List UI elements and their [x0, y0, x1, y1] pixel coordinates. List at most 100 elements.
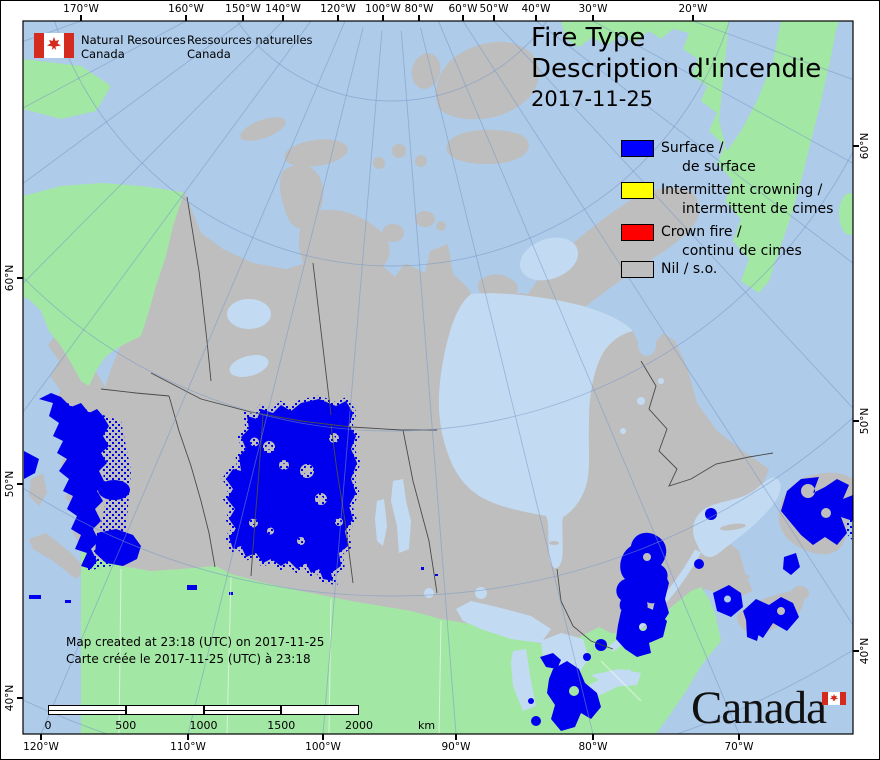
longitude-label: 100°W: [365, 3, 401, 15]
credit-line-en: Map created at 23:18 (UTC) on 2017-11-25: [66, 635, 325, 649]
legend-swatch-nil: [621, 261, 654, 278]
gulf-st-lawrence: [693, 477, 781, 557]
axis-tick: [592, 734, 594, 740]
axis-tick: [738, 734, 740, 740]
latitude-label: 40°N: [859, 637, 871, 665]
greenland-land: [561, 21, 839, 293]
latitude-label: 40°N: [4, 684, 16, 712]
canada-flag-icon: [34, 33, 74, 58]
lake-superior: [456, 601, 551, 643]
lake-ontario: [591, 669, 641, 687]
lake-winnipegosis: [375, 499, 387, 546]
longitude-label: 140°W: [265, 3, 301, 15]
longitude-label: 20°W: [678, 3, 708, 15]
lake-michigan: [511, 649, 536, 711]
map-frame: [22, 20, 854, 735]
legend-label: Intermittent crowning /: [661, 182, 823, 198]
alaska-land: [23, 183, 184, 386]
scale-label: 1000: [189, 719, 218, 732]
scale-label: 0: [44, 719, 52, 732]
latitude-label: 60°N: [4, 264, 16, 292]
scale-segment: [281, 705, 359, 715]
longitude-label: 120°W: [320, 3, 356, 15]
credits: Map created at 23:18 (UTC) on 2017-11-25…: [66, 634, 324, 668]
scale-label: 500: [115, 719, 137, 732]
axis-tick: [17, 697, 23, 699]
axis-tick: [692, 15, 694, 21]
longitude-label: 110°W: [170, 741, 206, 753]
longitude-label: 100°W: [305, 741, 341, 753]
province-borders: [100, 196, 774, 650]
axis-tick: [418, 15, 420, 21]
scale-segment: [125, 705, 204, 715]
axis-tick: [40, 734, 42, 740]
axis-tick: [853, 650, 859, 652]
legend-swatch-intermittent: [621, 182, 654, 199]
axis-tick: [462, 15, 464, 21]
hudson-bay: [438, 293, 633, 569]
map-title-fr: Description d'incendie: [531, 54, 822, 84]
axis-tick: [80, 15, 82, 21]
scale-unit: km: [418, 719, 436, 732]
fire-surface-regions: [24, 393, 853, 731]
great-slave-lake: [229, 355, 269, 377]
agency-name-en: Natural Resources Canada: [81, 33, 186, 61]
pei-island: [734, 574, 750, 580]
scale-segment: [48, 705, 126, 715]
axis-tick: [493, 15, 495, 21]
scale-label: 1500: [267, 719, 296, 732]
legend-label: de surface: [682, 159, 756, 175]
title-block: Fire Type Description d'incendie 2017-11…: [531, 23, 821, 113]
legend-swatch-crown: [621, 224, 654, 241]
latitude-label: 50°N: [859, 407, 871, 435]
longitude-label: 30°W: [578, 3, 608, 15]
axis-tick: [535, 15, 537, 21]
axis-tick: [382, 15, 384, 21]
latitude-label: 60°N: [859, 132, 871, 160]
wordmark-flag-icon: [822, 692, 846, 705]
longitude-label: 170°W: [63, 3, 99, 15]
legend-swatch-surface: [621, 140, 654, 157]
axis-tick: [187, 734, 189, 740]
axis-tick: [592, 15, 594, 21]
axis-tick: [455, 734, 457, 740]
axis-tick: [853, 420, 859, 422]
map-title-en: Fire Type: [531, 23, 646, 53]
axis-tick: [322, 734, 324, 740]
legend-label: intermittent de cimes: [682, 201, 834, 217]
wordmark-text: Canada: [691, 682, 827, 734]
scale-segment: [203, 705, 282, 715]
lake-winnipeg: [391, 479, 411, 553]
map-date: 2017-11-25: [531, 87, 654, 111]
legend-label: Crown fire /: [661, 224, 742, 240]
longitude-label: 50°W: [479, 3, 509, 15]
russia-land: [23, 59, 111, 119]
anticosti-island: [720, 523, 746, 531]
great-bear-lake: [227, 299, 271, 329]
longitude-label: 120°W: [23, 741, 59, 753]
canada-wordmark: Canada: [691, 681, 846, 735]
longitude-label: 90°W: [441, 741, 471, 753]
legend-label: continu de cimes: [682, 243, 802, 259]
scale-label: 2000: [345, 719, 373, 732]
ungava-bay: [638, 334, 656, 356]
scale-bar: 0 500 1000 1500 2000 km: [45, 705, 435, 732]
legend-label: Surface /: [661, 140, 724, 156]
longitude-label: 60°W: [448, 3, 478, 15]
axis-tick: [185, 15, 187, 21]
longitude-label: 80°W: [578, 741, 608, 753]
iceland-land: [839, 193, 853, 235]
longitude-label: 80°W: [404, 3, 434, 15]
longitude-label: 40°W: [521, 3, 551, 15]
legend-label: Nil / s.o.: [661, 261, 718, 277]
credit-line-fr: Carte créée le 2017-11-25 (UTC) à 23:18: [66, 652, 311, 666]
axis-tick: [17, 483, 23, 485]
longitude-label: 160°W: [168, 3, 204, 15]
latitude-label: 50°N: [4, 470, 16, 498]
axis-tick: [853, 145, 859, 147]
axis-tick: [337, 15, 339, 21]
axis-tick: [282, 15, 284, 21]
axis-tick: [242, 15, 244, 21]
